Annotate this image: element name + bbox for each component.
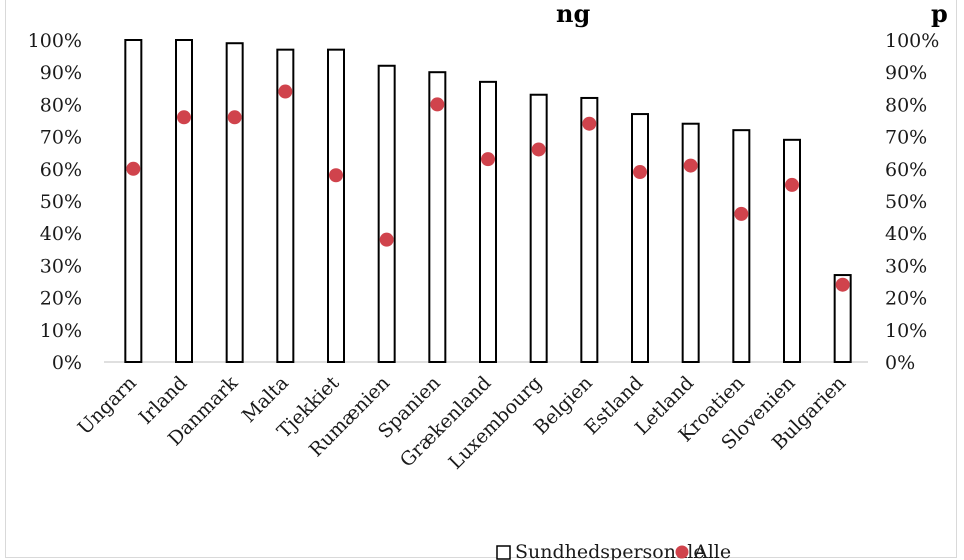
legend-label-dot: Alle	[693, 541, 731, 560]
secondary-y-tick-label: 60%	[885, 159, 927, 181]
dot-spanien	[430, 97, 444, 111]
x-tick-label: Ungarn	[74, 372, 141, 439]
chart-title: ng p	[556, 0, 948, 28]
y-tick-label: 30%	[40, 255, 82, 277]
secondary-y-tick-label: 70%	[885, 127, 927, 149]
dot-grækenland	[481, 152, 495, 166]
y-tick-label: 90%	[40, 62, 82, 84]
dot-tjekkiet	[329, 168, 343, 182]
dot-ungarn	[126, 162, 140, 176]
dot-rumænien	[380, 233, 394, 247]
y-tick-label: 100%	[28, 30, 82, 52]
bar-grækenland	[480, 82, 496, 362]
bar-series	[125, 40, 850, 362]
dot-kroatien	[734, 207, 748, 221]
y-tick-label: 20%	[40, 288, 82, 310]
dot-letland	[684, 159, 698, 173]
left-y-axis: 0% 10% 20% 30% 40% 50% 60% 70% 80% 90% 100%	[28, 30, 82, 374]
chart-title-fragment-right: p	[931, 0, 948, 28]
dot-luxembourg	[532, 142, 546, 156]
chart-title-fragment-left: ng	[556, 0, 590, 28]
bar-slovenien	[784, 140, 800, 362]
secondary-y-tick-label: 20%	[885, 288, 927, 310]
secondary-y-tick-label: 0%	[885, 352, 915, 374]
y-tick-label: 50%	[40, 191, 82, 213]
secondary-y-tick-label: 100%	[885, 30, 939, 52]
bar-rumænien	[379, 66, 395, 362]
bar-estland	[632, 114, 648, 362]
bar-luxembourg	[531, 95, 547, 362]
legend-swatch-bar	[497, 546, 510, 559]
secondary-y-tick-label: 30%	[885, 255, 927, 277]
secondary-y-tick-label: 80%	[885, 94, 927, 116]
dot-irland	[177, 110, 191, 124]
bar-ungarn	[125, 40, 141, 362]
dot-bulgarien	[836, 278, 850, 292]
secondary-y-tick-label: 40%	[885, 223, 927, 245]
bar-irland	[176, 40, 192, 362]
y-tick-label: 40%	[40, 223, 82, 245]
y-tick-label: 60%	[40, 159, 82, 181]
bar-spanien	[429, 72, 445, 362]
dot-belgien	[582, 117, 596, 131]
dot-slovenien	[785, 178, 799, 192]
bar-kroatien	[733, 130, 749, 362]
y-tick-label: 70%	[40, 127, 82, 149]
legend: Sundhedspersonale Alle	[497, 541, 731, 560]
y-tick-label: 0%	[52, 352, 82, 374]
x-axis-labels: UngarnIrlandDanmarkMaltaTjekkietRumænien…	[74, 372, 851, 474]
bar-danmark	[227, 43, 243, 362]
dot-estland	[633, 165, 647, 179]
y-tick-label: 10%	[40, 320, 82, 342]
bar-tjekkiet	[328, 50, 344, 362]
bar-belgien	[581, 98, 597, 362]
dot-danmark	[228, 110, 242, 124]
secondary-y-tick-label: 90%	[885, 62, 927, 84]
dot-malta	[278, 85, 292, 99]
secondary-y-tick-label: 50%	[885, 191, 927, 213]
legend-swatch-dot	[676, 546, 689, 559]
y-tick-label: 80%	[40, 94, 82, 116]
right-y-axis: 0% 10% 20% 30% 40% 50% 60% 70% 80% 90% 100%	[885, 30, 939, 374]
secondary-y-tick-label: 10%	[885, 320, 927, 342]
